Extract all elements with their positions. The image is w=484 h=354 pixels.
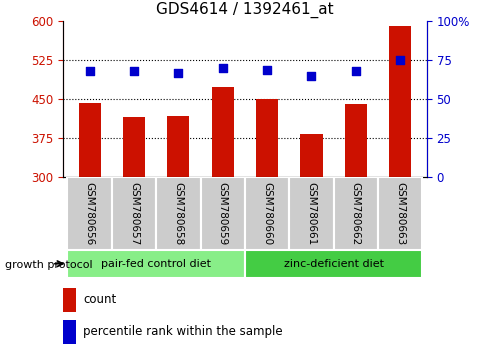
Bar bbox=[211, 87, 233, 177]
Bar bbox=[63, 288, 76, 312]
Bar bbox=[288, 177, 333, 250]
Point bbox=[263, 67, 271, 72]
Bar bbox=[67, 250, 244, 278]
Point bbox=[86, 68, 93, 74]
Text: GSM780661: GSM780661 bbox=[306, 182, 316, 245]
Title: GDS4614 / 1392461_at: GDS4614 / 1392461_at bbox=[156, 2, 333, 18]
Bar bbox=[63, 320, 76, 344]
Text: percentile rank within the sample: percentile rank within the sample bbox=[83, 325, 282, 338]
Point bbox=[395, 57, 403, 63]
Bar bbox=[122, 117, 145, 177]
Text: count: count bbox=[83, 293, 116, 306]
Bar bbox=[78, 103, 101, 177]
Point bbox=[174, 70, 182, 75]
Text: zinc-deficient diet: zinc-deficient diet bbox=[283, 259, 383, 269]
Bar bbox=[112, 177, 156, 250]
Bar bbox=[256, 99, 278, 177]
Bar bbox=[244, 250, 422, 278]
Text: GSM780662: GSM780662 bbox=[350, 182, 360, 245]
Point bbox=[351, 68, 359, 74]
Text: GSM780659: GSM780659 bbox=[217, 182, 227, 245]
Bar bbox=[333, 177, 377, 250]
Point bbox=[218, 65, 226, 71]
Bar bbox=[167, 116, 189, 177]
Text: GSM780660: GSM780660 bbox=[261, 182, 272, 245]
Bar bbox=[377, 177, 422, 250]
Bar bbox=[156, 177, 200, 250]
Bar bbox=[300, 134, 322, 177]
Bar bbox=[344, 104, 366, 177]
Point bbox=[307, 73, 315, 79]
Text: GSM780663: GSM780663 bbox=[394, 182, 404, 245]
Bar bbox=[200, 177, 244, 250]
Bar bbox=[388, 26, 410, 177]
Point bbox=[130, 68, 137, 74]
Text: growth protocol: growth protocol bbox=[5, 260, 92, 270]
Text: GSM780656: GSM780656 bbox=[85, 182, 94, 245]
Text: pair-fed control diet: pair-fed control diet bbox=[101, 259, 211, 269]
Text: GSM780658: GSM780658 bbox=[173, 182, 183, 245]
Bar bbox=[244, 177, 288, 250]
Text: GSM780657: GSM780657 bbox=[129, 182, 139, 245]
Bar bbox=[67, 177, 112, 250]
